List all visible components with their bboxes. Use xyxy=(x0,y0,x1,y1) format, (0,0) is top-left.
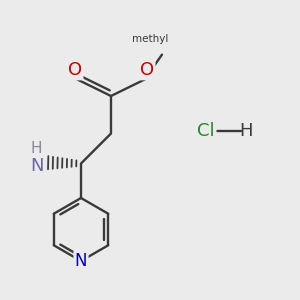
Text: H: H xyxy=(30,141,42,156)
Text: O: O xyxy=(68,61,82,79)
Text: methyl: methyl xyxy=(132,34,168,44)
Text: Cl: Cl xyxy=(197,122,214,140)
Text: H: H xyxy=(239,122,253,140)
Text: N: N xyxy=(30,157,44,175)
Text: N: N xyxy=(75,252,87,270)
Text: O: O xyxy=(140,61,154,79)
